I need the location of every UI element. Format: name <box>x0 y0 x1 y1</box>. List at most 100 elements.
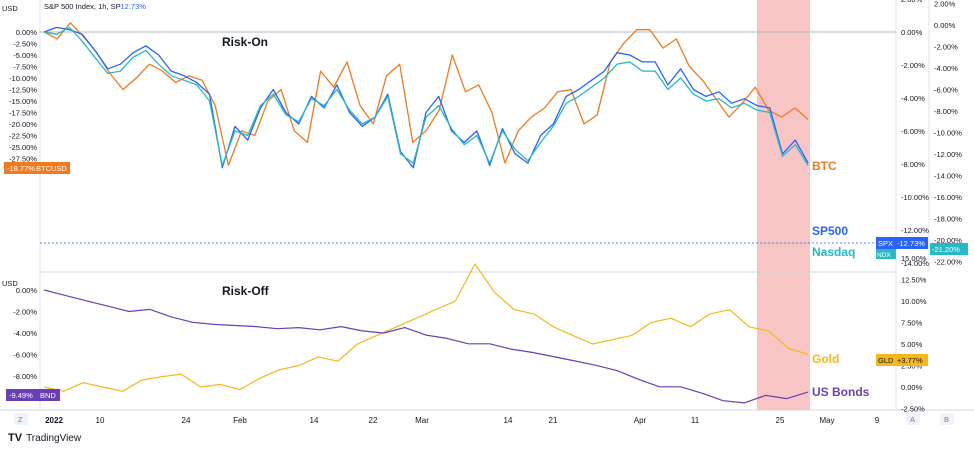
gld-last-badge: GLD +3.77% <box>876 354 928 366</box>
time-axis-tick: 14 <box>504 416 513 425</box>
nasdaq-series-label: Nasdaq <box>812 245 855 259</box>
btc-last-value: -18.77% <box>7 164 35 173</box>
top-right-axis-tick: -8.00% <box>901 160 925 169</box>
time-axis-tick: Feb <box>233 416 247 425</box>
ndx-last-value: -21.20% <box>932 245 960 254</box>
bottom-right-axis-tick: 7.50% <box>901 319 923 328</box>
bottom-right-axis-tick: 5.00% <box>901 340 923 349</box>
time-axis-tick: 21 <box>549 416 558 425</box>
btc-series-label: BTC <box>812 159 837 173</box>
series-line-gld <box>43 263 809 392</box>
auto-scale-button-label: A <box>910 415 915 424</box>
footer: TV TradingView <box>8 432 81 444</box>
series-line-ndx <box>43 26 809 167</box>
bottom-right-axis-tick: -2.50% <box>901 405 925 414</box>
zoom-button-label: Z <box>18 415 23 424</box>
top-left-axis-tick: -15.00% <box>9 97 37 106</box>
bottom-right-axis-tick: 12.50% <box>901 276 927 285</box>
tradingview-logo: TV <box>8 432 23 444</box>
top-left-axis-tick: -7.50% <box>13 63 37 72</box>
top-right2-axis-tick: 0.00% <box>934 21 956 30</box>
zoom-button[interactable]: Z <box>14 413 28 425</box>
series-line-btcusd <box>43 22 809 167</box>
top-axis-unit: USD <box>2 4 18 13</box>
top-right-axis-tick: 0.00% <box>901 28 923 37</box>
top-right2-axis-tick: 2.00% <box>934 0 956 9</box>
series-line-bnd <box>43 289 809 404</box>
top-left-axis-tick: -2.50% <box>13 40 37 49</box>
btc-last-badge: -18.77% BTCUSD <box>4 162 70 174</box>
time-axis-tick: May <box>819 416 834 425</box>
top-right-axis-tick: -2.00% <box>901 61 925 70</box>
gld-last-value: +3.77% <box>897 356 923 365</box>
bottom-left-axis-tick: 0.00% <box>16 286 38 295</box>
top-right2-axis-tick: -8.00% <box>934 107 958 116</box>
sp500-series-label: SP500 <box>812 224 848 238</box>
top-left-axis-tick: -25.00% <box>9 143 37 152</box>
b-button-label: B <box>944 415 949 424</box>
time-axis-tick: 2022 <box>45 416 63 425</box>
top-left-axis-tick: -20.00% <box>9 120 37 129</box>
top-left-axis-tick: 0.00% <box>16 28 38 37</box>
bottom-right-axis-tick: 0.00% <box>901 383 923 392</box>
top-right2-axis-tick: -2.00% <box>934 43 958 52</box>
time-axis-tick: 14 <box>310 416 319 425</box>
top-right2-axis-tick: -10.00% <box>934 129 962 138</box>
gld-symbol: GLD <box>878 356 894 365</box>
time-axis-tick: 9 <box>875 416 880 425</box>
bottom-left-axis-tick: -2.00% <box>13 308 37 317</box>
top-right-axis-tick: -4.00% <box>901 94 925 103</box>
time-axis-tick: 24 <box>182 416 191 425</box>
bottom-left-axis-tick: -6.00% <box>13 351 37 360</box>
time-axis-tick: 25 <box>776 416 785 425</box>
top-left-axis-tick: -5.00% <box>13 51 37 60</box>
top-right2-axis-tick: -20.00% <box>934 236 962 245</box>
series-line-spx <box>43 26 809 169</box>
top-left-axis-tick: -10.00% <box>9 74 37 83</box>
top-right2-axis-tick: -6.00% <box>934 86 958 95</box>
top-right2-axis-tick: -12.00% <box>934 150 962 159</box>
top-right2-axis-tick: -16.00% <box>934 193 962 202</box>
spx-last-value: -12.73% <box>897 239 925 248</box>
spx-symbol: SPX <box>878 239 893 248</box>
top-right-axis-tick: -6.00% <box>901 127 925 136</box>
top-right2-axis-tick: -14.00% <box>934 172 962 181</box>
top-right-axis-tick: -12.00% <box>901 226 929 235</box>
bottom-left-axis-tick: -4.00% <box>13 329 37 338</box>
top-left-axis-tick: -22.50% <box>9 132 37 141</box>
symbol-change: -12.73% <box>118 2 146 11</box>
btc-symbol: BTCUSD <box>36 164 67 173</box>
top-right-axis-tick: -14.00% <box>901 259 929 268</box>
correction-highlight <box>757 0 810 410</box>
top-right2-axis-tick: -18.00% <box>934 215 962 224</box>
top-right-axis-tick: 2.00% <box>901 0 923 4</box>
risk-on-label: Risk-On <box>222 35 268 49</box>
bottom-right-axis-tick: 10.00% <box>901 297 927 306</box>
top-left-axis-tick: -27.50% <box>9 155 37 164</box>
time-axis-tick: 11 <box>691 416 700 425</box>
top-right2-axis-tick: -4.00% <box>934 64 958 73</box>
ndx-symbol: NDX <box>877 252 891 259</box>
spx-last-badge: SPX -12.73% <box>876 237 928 249</box>
bottom-right-axis-tick: 15.00% <box>901 254 927 263</box>
symbol-title: S&P 500 Index, 1h, SP <box>44 2 121 11</box>
time-axis-tick: Apr <box>634 416 647 425</box>
bonds-series-label: US Bonds <box>812 385 870 399</box>
top-right2-axis-tick: -22.00% <box>934 258 962 267</box>
bottom-axis-unit: USD <box>2 279 18 288</box>
bnd-symbol: BND <box>40 391 56 400</box>
top-left-axis-tick: -17.50% <box>9 109 37 118</box>
tradingview-brand: TradingView <box>26 432 82 444</box>
gold-series-label: Gold <box>812 352 839 366</box>
bottom-left-axis-tick: -8.00% <box>13 372 37 381</box>
time-axis-tick: Mar <box>415 416 429 425</box>
auto-scale-button[interactable]: A <box>906 413 920 425</box>
b-button[interactable]: B <box>940 413 954 425</box>
time-axis-tick: 10 <box>96 416 105 425</box>
time-axis-tick: 22 <box>369 416 378 425</box>
ndx-last-badge: NDX -21.20% <box>876 243 968 259</box>
top-left-axis-tick: -12.50% <box>9 86 37 95</box>
